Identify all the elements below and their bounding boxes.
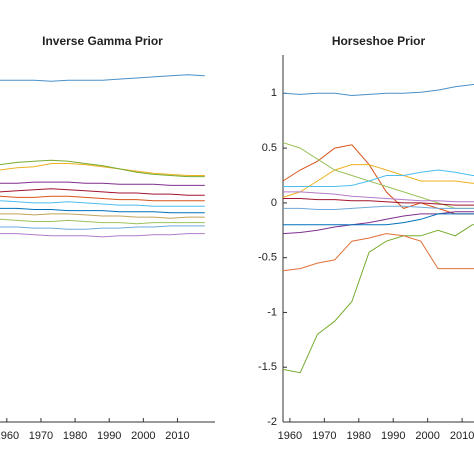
series-line [282,83,474,97]
series-line [283,169,474,187]
series-line [282,211,474,235]
series-line [0,233,205,238]
series-line [0,163,205,176]
chart-title: Inverse Gamma Prior [42,34,163,48]
x-tick-label: 1960 [278,430,302,442]
x-tick-label: 1960 [0,430,19,442]
series-line [282,233,474,272]
series-line [0,195,205,202]
series-line [0,159,205,178]
series-line [283,191,474,203]
x-tick-label: 2000 [131,430,155,442]
series-line [282,224,474,374]
series-line [0,200,205,207]
series-line [283,213,474,226]
x-tick-label: 1980 [63,430,87,442]
x-tick-label: 1990 [97,430,121,442]
y-tick-label: 0.5 [262,142,277,154]
x-tick-label: 1990 [381,430,405,442]
x-tick-label: 2010 [165,430,189,442]
series-line [0,181,205,186]
y-tick-label: -1.5 [258,361,277,373]
series-line [0,188,205,196]
series-line [283,205,474,210]
y-tick-label: 0 [271,197,277,209]
x-tick-label: 2000 [415,430,439,442]
series-line [282,142,474,209]
x-tick-label: 1970 [312,430,336,442]
y-tick-label: -2 [267,416,277,428]
y-tick-label: -0.5 [258,252,277,264]
series-line [283,198,474,206]
x-tick-label: 2010 [450,430,474,442]
series-line [0,213,205,219]
series-line [0,225,205,230]
chart-title: Horseshoe Prior [332,34,426,48]
series-line [0,74,205,82]
y-tick-label: -1 [267,306,277,318]
y-tick-label: 1 [271,87,277,99]
series-line [282,164,474,198]
series-line [0,207,205,214]
x-tick-label: 1970 [29,430,53,442]
x-tick-label: 1980 [347,430,371,442]
series-line [0,218,205,225]
